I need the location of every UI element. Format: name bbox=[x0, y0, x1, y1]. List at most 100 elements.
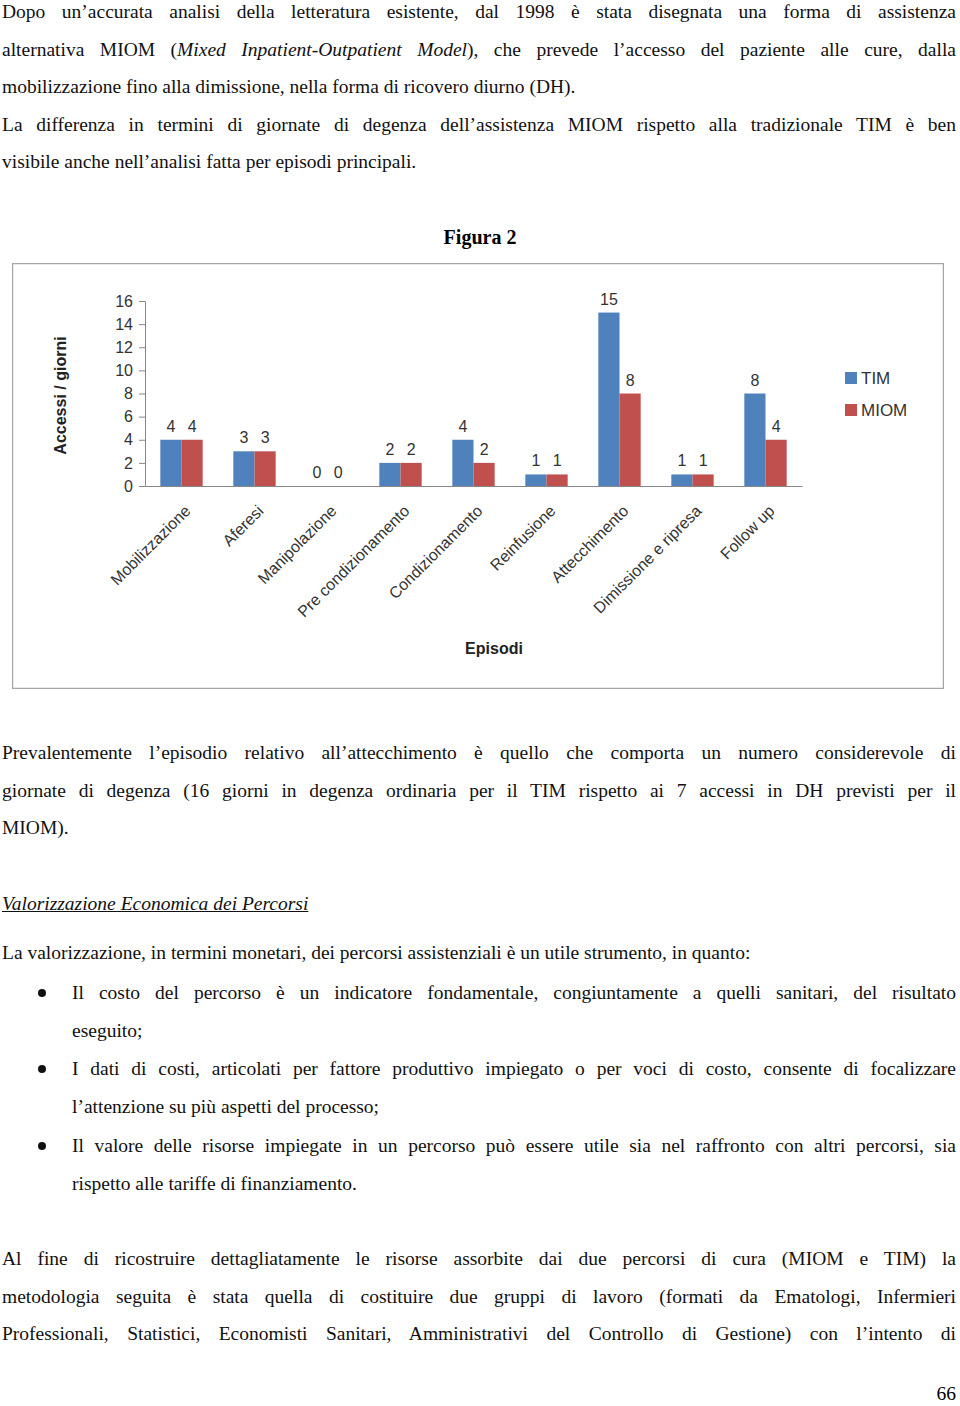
tick-mark bbox=[139, 486, 145, 487]
bar bbox=[182, 440, 203, 486]
y-tick: 10 bbox=[115, 362, 145, 379]
bar bbox=[766, 440, 787, 486]
y-tick: 12 bbox=[115, 339, 145, 356]
paragraph-line: visibile anche nell’analisi fatta per ep… bbox=[2, 150, 956, 174]
data-label: 3 bbox=[261, 429, 270, 446]
paragraph-line: Professionali, Statistici, Economisti Sa… bbox=[2, 1322, 956, 1346]
y-tick: 6 bbox=[124, 408, 145, 425]
paragraph-line: mobilizzazione fino alla dimissione, nel… bbox=[2, 75, 956, 99]
x-tick: Mobilizzazione bbox=[107, 486, 193, 588]
tick-label: Reinfusione bbox=[487, 502, 559, 574]
paragraph-line: giornate di degenza (16 giorni in degenz… bbox=[2, 779, 956, 803]
text-run: Mixed Inpatient-Outpatient Model bbox=[177, 39, 467, 60]
data-labels: 4302411518430221814 bbox=[166, 291, 780, 481]
chart: 0246810121416MobilizzazioneAferesiManipo… bbox=[12, 263, 944, 689]
bullet-dot bbox=[38, 1142, 46, 1150]
tick-mark bbox=[139, 440, 145, 441]
data-label: 4 bbox=[188, 418, 197, 435]
tick-label: Dimissione e ripresa bbox=[590, 502, 705, 617]
y-tick: 2 bbox=[124, 454, 145, 471]
tick-label: 14 bbox=[115, 316, 133, 333]
bullet-line: I dati di costi, articolati per fattore … bbox=[72, 1057, 956, 1081]
bar bbox=[693, 474, 714, 486]
x-axis: MobilizzazioneAferesiManipolazionePre co… bbox=[107, 486, 802, 620]
x-tick: Condizionamento bbox=[386, 486, 486, 602]
tick-label: Attecchimento bbox=[548, 502, 632, 586]
y-tick: 16 bbox=[115, 293, 145, 310]
paragraph-line: Dopo un’accurata analisi della letteratu… bbox=[2, 0, 956, 24]
data-label: 8 bbox=[626, 372, 635, 389]
data-label: 2 bbox=[385, 441, 394, 458]
axis-line bbox=[145, 302, 146, 487]
legend-swatch bbox=[845, 372, 857, 384]
bar bbox=[379, 463, 400, 486]
bar bbox=[452, 440, 473, 486]
bar bbox=[525, 474, 546, 486]
tick-label: 16 bbox=[115, 293, 133, 310]
tick-label: 0 bbox=[124, 478, 133, 495]
bar bbox=[547, 474, 568, 486]
paragraph-line: Prevalentemente l’episodio relativo all’… bbox=[2, 741, 956, 765]
tick-label: 6 bbox=[124, 408, 133, 425]
x-tick: Dimissione e ripresa bbox=[590, 486, 705, 617]
bar bbox=[233, 451, 254, 486]
data-label: 3 bbox=[239, 429, 248, 446]
y-tick: 0 bbox=[124, 478, 145, 495]
legend: TIM MIOM bbox=[845, 369, 907, 420]
bar bbox=[160, 440, 181, 486]
bullet-line: Il costo del percorso è un indicatore fo… bbox=[72, 981, 956, 1005]
tick-label: 2 bbox=[124, 454, 133, 471]
data-label: 1 bbox=[699, 452, 708, 469]
legend-label: MIOM bbox=[861, 401, 907, 420]
bars bbox=[160, 313, 786, 486]
data-label: 4 bbox=[772, 418, 781, 435]
tick-mark bbox=[139, 463, 145, 464]
paragraph-line: metodologia seguita è stata quella di co… bbox=[2, 1285, 956, 1309]
page: Dopo un’accurata analisi della letteratu… bbox=[0, 0, 960, 1406]
bar bbox=[328, 486, 349, 487]
chart-frame bbox=[13, 264, 944, 689]
bar bbox=[306, 486, 327, 487]
page-number: 66 bbox=[900, 1383, 956, 1405]
bar bbox=[255, 451, 276, 486]
tick-mark bbox=[139, 347, 145, 348]
tick-mark bbox=[139, 324, 145, 325]
legend-label: TIM bbox=[861, 369, 890, 388]
bar bbox=[671, 474, 692, 486]
x-axis-title: Episodi bbox=[465, 640, 523, 657]
section-heading: Valorizzazione Economica dei Percorsi bbox=[2, 892, 602, 916]
tick-mark bbox=[139, 370, 145, 371]
bar bbox=[474, 463, 495, 486]
bar bbox=[598, 313, 619, 486]
y-tick: 4 bbox=[124, 431, 145, 448]
x-tick: Follow up bbox=[717, 486, 778, 563]
paragraph-line: La valorizzazione, in termini monetari, … bbox=[2, 941, 956, 965]
y-axis-title: Accessi / giorni bbox=[52, 336, 69, 454]
tick-label: Manipolazione bbox=[255, 502, 340, 587]
y-tick: 8 bbox=[124, 385, 145, 402]
bar bbox=[401, 463, 422, 486]
axis-line bbox=[146, 486, 803, 487]
data-label: 0 bbox=[312, 464, 321, 481]
bullet-dot bbox=[38, 1065, 46, 1073]
text-run: ), che prevede l’accesso del paziente al… bbox=[467, 39, 956, 60]
tick-mark bbox=[139, 301, 145, 302]
legend-item: MIOM bbox=[845, 401, 907, 420]
x-tick: Manipolazione bbox=[255, 486, 340, 587]
x-tick: Reinfusione bbox=[487, 486, 559, 574]
bar bbox=[620, 394, 641, 487]
tick-label: Condizionamento bbox=[386, 502, 486, 602]
y-axis: 0 2 4 6 8 10 12 14 16 bbox=[115, 293, 145, 495]
bar bbox=[744, 394, 765, 487]
tick-label: 10 bbox=[115, 362, 133, 379]
tick-label: Mobilizzazione bbox=[107, 502, 193, 588]
data-label: 1 bbox=[553, 452, 562, 469]
tick-label: Pre condizionamento bbox=[294, 502, 412, 620]
data-label: 8 bbox=[750, 372, 759, 389]
data-label: 4 bbox=[458, 418, 467, 435]
legend-item: TIM bbox=[845, 369, 890, 388]
tick-mark bbox=[139, 394, 145, 395]
x-tick: Attecchimento bbox=[548, 486, 632, 586]
figure-title: Figura 2 bbox=[380, 226, 580, 249]
bullet-line: l’attenzione su più aspetti del processo… bbox=[72, 1095, 956, 1119]
